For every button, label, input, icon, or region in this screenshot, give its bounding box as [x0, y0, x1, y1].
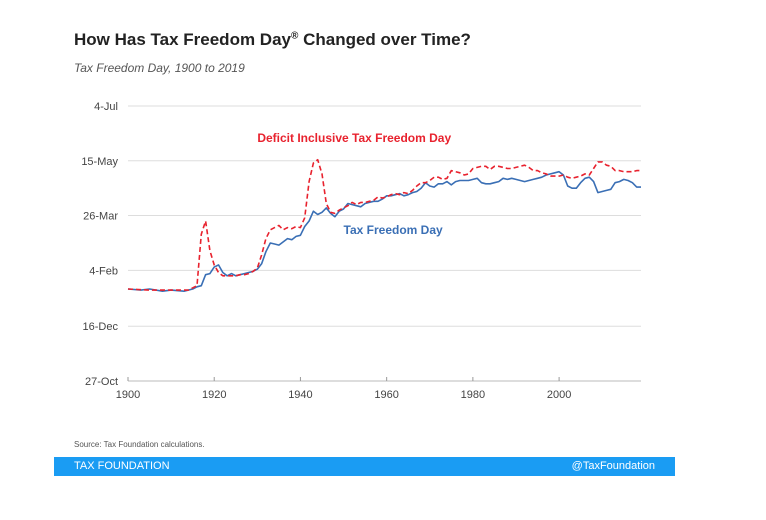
tfd-annotation: Tax Freedom Day	[344, 223, 443, 237]
footer-org: TAX FOUNDATION	[74, 460, 170, 472]
y-tick-label: 15-May	[81, 156, 118, 168]
chart-card: How Has Tax Freedom Day® Changed over Ti…	[54, 18, 675, 478]
deficit-annotation: Deficit Inclusive Tax Freedom Day	[257, 131, 451, 145]
chart-subtitle: Tax Freedom Day, 1900 to 2019	[74, 61, 245, 75]
x-tick-label: 1940	[288, 389, 312, 401]
y-tick-label: 16-Dec	[83, 321, 119, 333]
x-tick-label: 1960	[374, 389, 398, 401]
gridlines	[128, 105, 641, 327]
source-note: Source: Tax Foundation calculations.	[74, 440, 205, 449]
x-tick-label: 2000	[547, 389, 571, 401]
series-line-tax-freedom-day	[127, 170, 641, 292]
footer-bar: TAX FOUNDATION @TaxFoundation	[54, 457, 675, 476]
x-tick-label: 1920	[202, 389, 226, 401]
x-tick-label: 1980	[461, 389, 485, 401]
x-axis: 1900 1920 1940 1960 1980 2000	[116, 377, 641, 401]
series-lines	[127, 158, 641, 292]
y-tick-label: 26-Mar	[83, 211, 118, 223]
y-axis-ticks: 27-Oct 16-Dec 4-Feb 26-Mar 15-May 4-Jul	[81, 101, 118, 388]
chart-title: How Has Tax Freedom Day® Changed over Ti…	[74, 30, 471, 49]
x-tick-label: 1900	[116, 389, 140, 401]
series-line-deficit-inclusive-tax-freedom-day	[127, 158, 641, 291]
y-tick-label: 4-Jul	[94, 101, 118, 113]
registered-mark: ®	[290, 30, 299, 42]
y-tick-label: 4-Feb	[89, 265, 118, 277]
footer-handle: @TaxFoundation	[571, 460, 655, 472]
y-tick-label: 27-Oct	[85, 376, 118, 388]
